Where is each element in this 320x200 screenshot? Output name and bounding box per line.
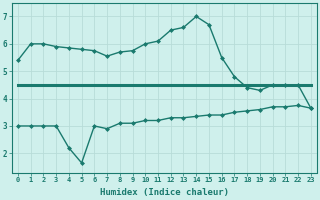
X-axis label: Humidex (Indice chaleur): Humidex (Indice chaleur): [100, 188, 229, 197]
